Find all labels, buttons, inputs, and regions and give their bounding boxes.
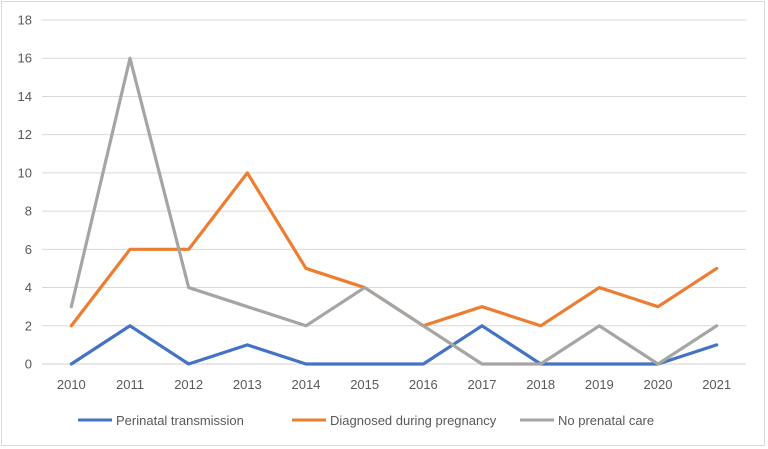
series-line-perinatal-transmission: [69, 324, 719, 366]
series-lines: [69, 56, 719, 366]
legend-label-no-prenatal-care: No prenatal care: [558, 413, 654, 428]
y-tick-label: 2: [25, 318, 32, 333]
x-tick-label: 2019: [585, 377, 614, 392]
y-tick-label: 14: [18, 89, 32, 104]
x-tick-label: 2015: [350, 377, 379, 392]
x-tick-label: 2016: [409, 377, 438, 392]
series-line-no-prenatal-care: [69, 56, 719, 366]
y-tick-label: 16: [18, 51, 32, 66]
legend: Perinatal transmission Diagnosed during …: [78, 413, 654, 428]
y-tick-label: 10: [18, 165, 32, 180]
y-tick-label: 8: [25, 204, 32, 219]
x-tick-label: 2010: [57, 377, 86, 392]
x-axis-ticks: 2010 2011 2012 2013 2014 2015 2016 2017 2018 2019…: [57, 377, 731, 392]
legend-item-diagnosed-during-pregnancy: Diagnosed during pregnancy: [292, 413, 497, 428]
legend-item-perinatal-transmission: Perinatal transmission: [78, 413, 244, 428]
x-tick-label: 2013: [233, 377, 262, 392]
y-tick-label: 12: [18, 127, 32, 142]
legend-item-no-prenatal-care: No prenatal care: [520, 413, 654, 428]
x-tick-label: 2014: [292, 377, 321, 392]
x-tick-label: 2021: [702, 377, 731, 392]
legend-label-diagnosed-during-pregnancy: Diagnosed during pregnancy: [330, 413, 497, 428]
y-axis-ticks: 0 2 4 6 8 10 12 14 16 18: [18, 13, 32, 372]
y-tick-label: 6: [25, 242, 32, 257]
y-tick-label: 4: [25, 280, 32, 295]
gridlines: [42, 19, 746, 365]
y-tick-label: 18: [18, 13, 32, 28]
x-tick-label: 2017: [468, 377, 497, 392]
x-tick-label: 2012: [174, 377, 203, 392]
x-tick-label: 2018: [526, 377, 555, 392]
x-tick-label: 2020: [644, 377, 673, 392]
x-tick-label: 2011: [116, 377, 144, 392]
y-tick-label: 0: [25, 357, 32, 372]
legend-label-perinatal-transmission: Perinatal transmission: [116, 413, 244, 428]
